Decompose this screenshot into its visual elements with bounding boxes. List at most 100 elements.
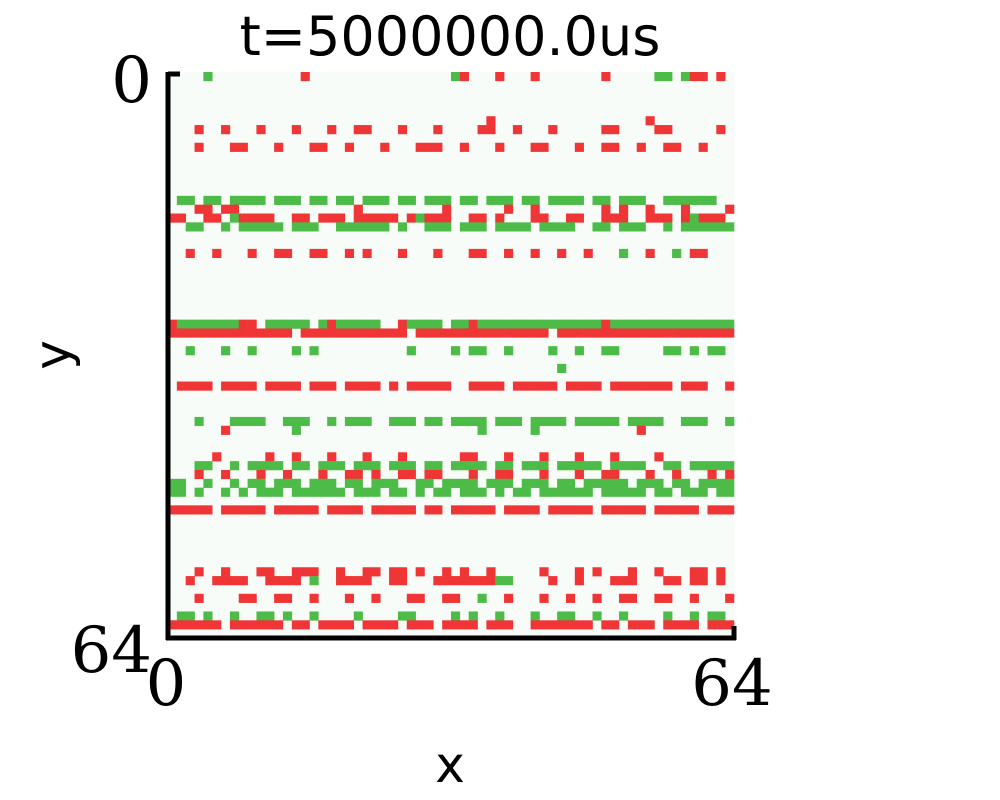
heatmap-cell-red <box>574 213 584 223</box>
heatmap-cell-red <box>168 620 178 630</box>
heatmap-cell-green <box>619 461 629 471</box>
heatmap-cell-red <box>689 576 699 586</box>
heatmap-cell-green <box>539 319 549 329</box>
heatmap-cell-red <box>291 567 301 577</box>
heatmap-cell-green <box>636 195 646 205</box>
heatmap-cell-red <box>663 213 673 223</box>
heatmap-cell-red <box>486 116 496 126</box>
heatmap-cell-green <box>725 461 735 471</box>
heatmap-cell-red <box>203 328 213 338</box>
heatmap-cell-green <box>557 363 567 373</box>
heatmap-cell-red <box>406 381 416 391</box>
heatmap-cell-green <box>716 461 726 471</box>
heatmap-cell-green <box>318 487 328 497</box>
heatmap-cell-red <box>256 567 266 577</box>
heatmap-cell-red <box>610 142 620 152</box>
heatmap-cell-green <box>291 346 301 356</box>
heatmap-cell-green <box>459 319 469 329</box>
heatmap-cell-green <box>344 478 355 488</box>
heatmap-cell-green <box>291 319 301 329</box>
heatmap-cell-green <box>203 478 213 488</box>
heatmap-cell-red <box>433 213 443 223</box>
heatmap-cell-green <box>459 195 469 205</box>
heatmap-cell-red <box>212 328 222 338</box>
heatmap-cell-red <box>247 319 257 329</box>
heatmap-cell-red <box>406 620 416 630</box>
heatmap-cell-green <box>707 461 717 471</box>
heatmap-cell-red <box>689 567 699 577</box>
heatmap-cell-green <box>318 195 328 205</box>
heatmap-cell-green <box>229 195 240 205</box>
heatmap-cell-red <box>256 469 266 480</box>
heatmap-cell-red <box>477 248 487 259</box>
heatmap-cell-red <box>362 213 372 223</box>
heatmap-cell-red <box>539 452 549 462</box>
heatmap-cell-red <box>486 381 496 391</box>
heatmap-cell-red <box>663 593 673 603</box>
heatmap-cell-red <box>645 381 655 391</box>
heatmap-cell-green <box>371 222 381 232</box>
heatmap-cell-green <box>592 195 602 205</box>
heatmap-cell-red <box>548 125 558 135</box>
y-tick-label-bottom: 64 <box>71 614 152 688</box>
heatmap-cell-green <box>300 461 310 471</box>
heatmap-cell-red <box>495 469 505 480</box>
heatmap-cell-red <box>663 576 673 586</box>
heatmap-cell-red <box>504 505 514 515</box>
heatmap-cell-red <box>194 142 204 152</box>
heatmap-cell-red <box>238 319 248 329</box>
heatmap-cell-green <box>495 487 505 497</box>
heatmap-cell-red <box>176 620 186 630</box>
heatmap-cell-green <box>495 576 505 586</box>
heatmap-cell-red <box>194 567 204 577</box>
heatmap-cell-red <box>477 381 487 391</box>
heatmap-cell-green <box>353 416 363 427</box>
heatmap-cell-red <box>512 381 523 391</box>
heatmap-cell-red <box>583 505 593 515</box>
heatmap-cell-red <box>300 328 310 338</box>
heatmap-cell-red <box>203 204 213 214</box>
heatmap-cell-green <box>725 222 735 232</box>
heatmap-cell-green <box>291 222 301 232</box>
heatmap-cell-red <box>574 381 584 391</box>
heatmap-cell-green <box>327 461 337 471</box>
heatmap-cell-red <box>689 620 699 630</box>
heatmap-cell-green <box>530 319 540 329</box>
heatmap-cell-red <box>680 204 691 214</box>
heatmap-cell-green <box>282 195 293 205</box>
heatmap-cell-green <box>698 319 708 329</box>
heatmap-cell-green <box>627 319 638 329</box>
heatmap-cell-green <box>265 461 275 471</box>
heatmap-cell-red <box>265 381 275 391</box>
heatmap-cell-red <box>442 213 452 223</box>
heatmap-cell-green <box>212 319 222 329</box>
heatmap-cell-green <box>495 319 505 329</box>
heatmap-cell-red <box>424 142 434 152</box>
heatmap-cell-red <box>344 593 355 603</box>
heatmap-cell-red <box>221 328 231 338</box>
heatmap-cell-green <box>327 416 337 427</box>
heatmap-cell-red <box>539 620 549 630</box>
heatmap-cell-red <box>380 142 390 152</box>
heatmap-cell-green <box>344 222 355 232</box>
heatmap-cell-red <box>300 620 310 630</box>
heatmap-cell-green <box>592 611 602 621</box>
heatmap-cell-green <box>663 222 673 232</box>
heatmap-cell-green <box>716 487 726 497</box>
heatmap-cell-red <box>495 381 505 391</box>
heatmap-cell-red <box>477 213 487 223</box>
heatmap-cell-green <box>203 461 213 471</box>
heatmap-cell-red <box>486 125 496 135</box>
heatmap-cell-green <box>433 222 443 232</box>
heatmap-cell-green <box>468 487 478 497</box>
heatmap-cell-red <box>424 381 434 391</box>
heatmap-cell-red <box>442 204 452 214</box>
heatmap-cell-red <box>530 204 540 214</box>
heatmap-cell-red <box>327 505 337 515</box>
heatmap-cell-green <box>459 222 469 232</box>
heatmap-cell-red <box>716 213 726 223</box>
heatmap-cell-green <box>256 416 266 427</box>
heatmap-cell-green <box>548 319 558 329</box>
heatmap-cell-red <box>512 125 523 135</box>
heatmap-cell-red <box>353 328 363 338</box>
